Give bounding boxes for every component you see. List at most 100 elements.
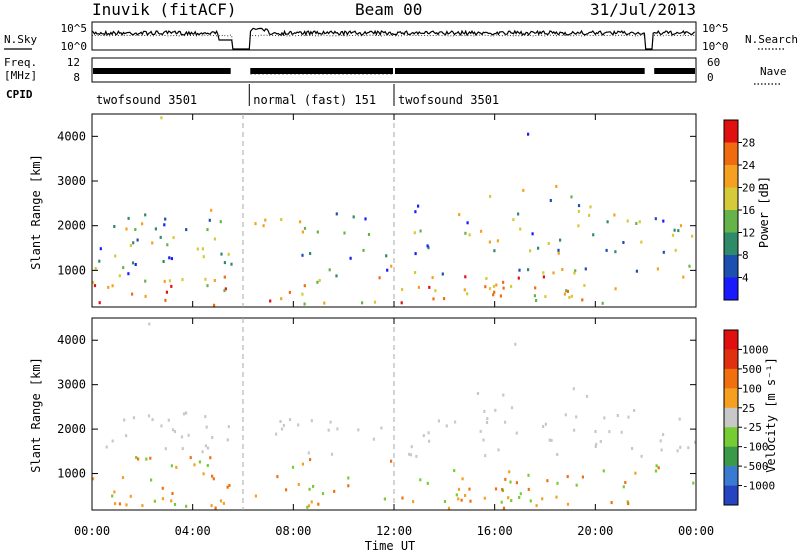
scatter-cell	[426, 481, 429, 485]
scatter-cell	[408, 452, 411, 456]
scatter-cell	[522, 188, 525, 192]
scatter-cell	[301, 253, 304, 257]
scatter-cell	[633, 409, 636, 412]
scatter-cell	[466, 292, 469, 296]
scatter-cell	[220, 252, 223, 256]
scatter-cell	[441, 272, 444, 276]
scatter-cell	[301, 292, 304, 296]
nsky-label: N.Sky	[4, 33, 37, 46]
scatter-cell	[230, 262, 233, 266]
scatter-cell	[556, 481, 559, 485]
scatter-cell	[161, 497, 164, 501]
scatter-cell	[678, 417, 681, 421]
scatter-cell	[592, 233, 595, 237]
colorbar-frame	[723, 329, 739, 506]
freq-tick-top: 12	[67, 56, 80, 69]
scatter-cell	[219, 220, 222, 224]
scatter-cell	[185, 228, 188, 232]
scatter-cell	[484, 454, 487, 458]
scatter-cell	[98, 259, 101, 263]
colorbar-swatch	[724, 120, 738, 143]
scatter-cell	[125, 227, 128, 231]
scatter-cell	[415, 454, 418, 458]
scatter-cell	[550, 439, 553, 442]
scatter-cell	[417, 204, 420, 208]
scatter-cell	[631, 447, 634, 450]
scatter-cell	[94, 267, 97, 270]
scatter-cell	[400, 301, 403, 305]
colorbar-swatch	[724, 277, 738, 301]
scatter-cell	[466, 221, 469, 225]
scatter-cell	[170, 464, 173, 468]
scatter-cell	[291, 465, 295, 469]
scatter-cell	[330, 452, 334, 456]
scatter-cell	[132, 416, 136, 420]
scatter-cell	[227, 425, 230, 429]
scatter-cell	[288, 290, 291, 294]
scatter-cell	[483, 409, 486, 413]
scatter-cell	[148, 322, 151, 326]
scatter-cell	[476, 392, 480, 395]
scatter-cell	[132, 241, 135, 245]
scatter-cell	[584, 267, 587, 271]
scatter-cell	[303, 302, 306, 306]
scatter-cell	[98, 301, 101, 305]
scatter-cell	[575, 415, 578, 419]
scatter-cell	[297, 423, 300, 427]
scatter-cell	[172, 236, 175, 240]
scatter-cell	[564, 413, 567, 417]
scatter-cell	[419, 478, 422, 482]
scatter-cell	[150, 478, 153, 482]
scatter-cell	[534, 286, 537, 290]
scatter-cell	[141, 222, 144, 226]
scatter-cell	[297, 483, 300, 486]
scatter-cell	[111, 439, 114, 443]
x-tick-label: 00:00	[678, 524, 714, 538]
scatter-cell	[149, 456, 152, 460]
scatter-cell	[181, 278, 184, 282]
scatter-cell	[577, 204, 581, 208]
power-panel: 1000 2000 3000 4000	[57, 113, 697, 308]
scatter-cell	[213, 303, 216, 307]
scatter-cell	[151, 241, 154, 245]
scatter-cell	[131, 292, 134, 296]
scatter-cell	[502, 286, 505, 290]
scatter-cell	[254, 222, 257, 226]
scatter-cell	[309, 252, 312, 255]
scatter-cell	[541, 497, 544, 501]
scatter-cell	[151, 418, 154, 422]
colorbar-tick-label: 500	[742, 363, 762, 376]
scatter-cell	[144, 213, 147, 217]
scatter-cell	[655, 464, 658, 468]
scatter-cell	[574, 269, 577, 273]
scatter-cell	[262, 224, 265, 228]
scatter-cell	[594, 430, 597, 433]
scatter-cell	[113, 490, 116, 494]
scatter-cell	[485, 421, 489, 424]
scatter-cell	[624, 481, 627, 484]
nsky-trace	[91, 27, 696, 50]
scatter-cell	[589, 205, 592, 209]
scatter-cell	[688, 264, 691, 268]
scatter-cell	[638, 220, 641, 224]
power-y-axis-title: Slant Range [km]	[29, 154, 43, 270]
scatter-cell	[563, 292, 566, 296]
scatter-cell	[561, 268, 564, 271]
scatter-cell	[616, 414, 619, 417]
scatter-cell	[479, 429, 482, 433]
colorbar-tick-label: 25	[742, 402, 755, 415]
scatter-cell	[509, 480, 512, 484]
scatter-cell	[125, 503, 128, 507]
scatter-cell	[147, 414, 151, 418]
velocity-colorbar: 1000 500 100 25 -25 -100 -500 -1000	[723, 329, 775, 506]
scatter-cell	[486, 417, 489, 421]
scatter-cell	[504, 477, 507, 481]
scatter-cell	[171, 492, 174, 495]
colorbar-tick-label: 4	[742, 272, 749, 285]
scatter-cell	[546, 479, 549, 483]
scatter-cell	[202, 255, 205, 259]
y-tick-label: 4000	[57, 333, 86, 347]
scatter-cell	[692, 481, 695, 485]
scatter-cell	[577, 224, 580, 228]
